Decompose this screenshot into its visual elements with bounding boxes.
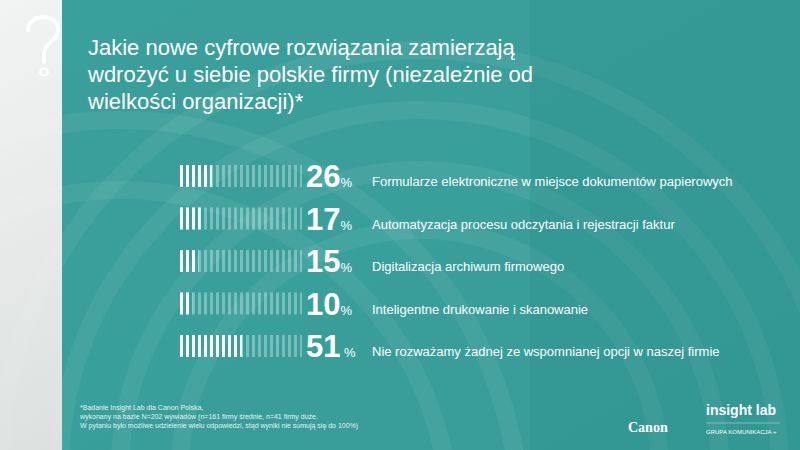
bar-track	[180, 293, 302, 315]
labels: 26% Formularze elektroniczne w miejsce do…	[306, 159, 733, 364]
logo-canon: Canon	[628, 420, 668, 435]
value-digits: 26	[306, 159, 340, 194]
title: Jakie nowe cyfrowe rozwiązania zamierzaj…	[88, 34, 558, 115]
bar-track	[180, 335, 302, 357]
value-unit: %	[340, 345, 356, 360]
category-label: Formularze elektroniczne w miejsce dokum…	[372, 174, 733, 189]
value-label: 15%	[306, 244, 352, 279]
value-unit: %	[340, 218, 352, 233]
logo-insight: insight lab	[706, 402, 776, 418]
bar	[180, 335, 242, 357]
value-digits: 17	[306, 202, 340, 237]
question-icon-dot	[41, 69, 48, 76]
bar-track	[180, 208, 302, 230]
bar	[180, 165, 212, 187]
footnote: W pytaniu było możliwe udzielenie wielu …	[80, 422, 358, 430]
value-unit: %	[340, 303, 352, 318]
footnote: *Badanie Insight Lab dla Canon Polska,	[80, 404, 203, 412]
category-label: Nie rozważamy żadnej ze wspomnianej opcj…	[372, 344, 720, 359]
logo-group: GRUPA KOMUNIKACJA +	[706, 429, 777, 435]
value-digits: 15	[306, 244, 340, 279]
decor-arc	[0, 120, 520, 450]
question-icon	[28, 17, 58, 62]
bar	[180, 250, 198, 272]
value-digits: 51	[306, 329, 340, 364]
footnote: wykonany na bazie N=202 wywiadów (n=161 …	[79, 413, 318, 421]
value-label: 26%	[306, 159, 352, 194]
value-label: 17%	[306, 202, 352, 237]
category-label: Inteligentne drukowanie i skanowanie	[372, 302, 588, 317]
category-label: Digitalizacja archiwum firmowego	[372, 259, 564, 274]
value-label: 10%	[306, 287, 352, 322]
background	[0, 0, 800, 450]
value-digits: 10	[306, 287, 340, 322]
value-unit: %	[340, 260, 352, 275]
value-unit: %	[340, 175, 352, 190]
teal-panel	[62, 0, 800, 450]
bar-track	[180, 165, 302, 187]
category-label: Automatyzacja procesu odczytania i rejes…	[372, 217, 675, 232]
logo-rule	[706, 423, 780, 424]
bars	[180, 165, 302, 357]
bar	[180, 208, 201, 230]
bar	[180, 293, 192, 315]
bar-track	[180, 250, 302, 272]
value-label: 51 %	[306, 329, 356, 364]
